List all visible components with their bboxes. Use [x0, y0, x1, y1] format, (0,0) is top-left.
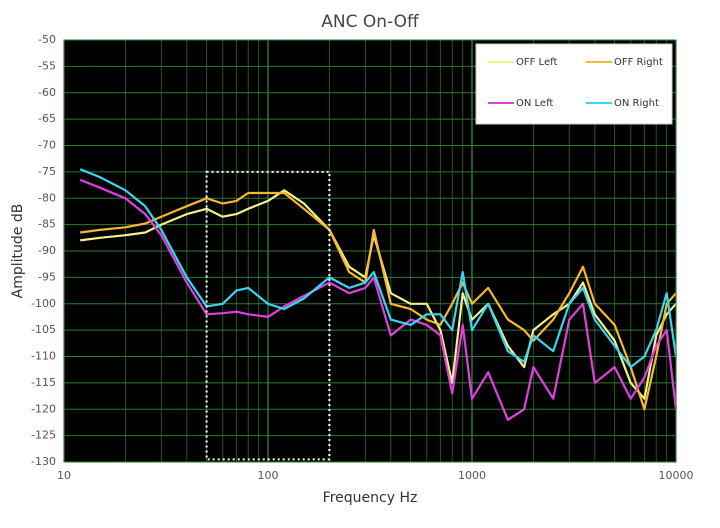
legend-label: ON Left [516, 98, 553, 109]
chart-title: ANC On-Off [321, 12, 420, 32]
y-tick-label: -95 [38, 270, 56, 283]
y-tick-label: -80 [38, 191, 56, 204]
y-tick-label: -55 [38, 59, 56, 72]
y-tick-label: -110 [31, 350, 56, 363]
series-line [79, 178, 678, 421]
y-axis-label: Amplitude dB [10, 204, 26, 299]
y-tick-label: -125 [31, 429, 56, 442]
series-line [80, 191, 677, 411]
y-tick-label: -120 [31, 402, 56, 415]
y-tick-label: -85 [38, 218, 56, 231]
highlight-box [205, 170, 331, 461]
y-tick-label: -130 [31, 455, 56, 468]
y-tick-label: -115 [31, 376, 56, 389]
legend-box [475, 43, 673, 125]
x-tick-label: 10 [57, 469, 71, 482]
y-tick-label: -50 [38, 33, 56, 46]
series-line [79, 168, 678, 369]
x-tick-label: 1000 [458, 469, 486, 482]
y-tick-label: -90 [38, 244, 56, 257]
legend-label: OFF Left [516, 57, 557, 68]
y-tick-label: -60 [38, 86, 56, 99]
legend-label: ON Right [614, 98, 659, 109]
y-tick-label: -105 [31, 323, 56, 336]
legend: OFF Left OFF Right ON Left ON Right [475, 43, 673, 125]
legend-label: OFF Right [614, 57, 663, 68]
y-tick-label: -65 [38, 112, 56, 125]
plot-border [63, 39, 677, 463]
y-tick-label: -70 [38, 139, 56, 152]
x-tick-label: 10000 [659, 469, 694, 482]
y-tick-label: -75 [38, 165, 56, 178]
x-axis-label: Frequency Hz [323, 490, 418, 506]
x-tick-label: 100 [258, 469, 279, 482]
y-tick-label: -100 [31, 297, 56, 310]
series-line [80, 189, 677, 400]
